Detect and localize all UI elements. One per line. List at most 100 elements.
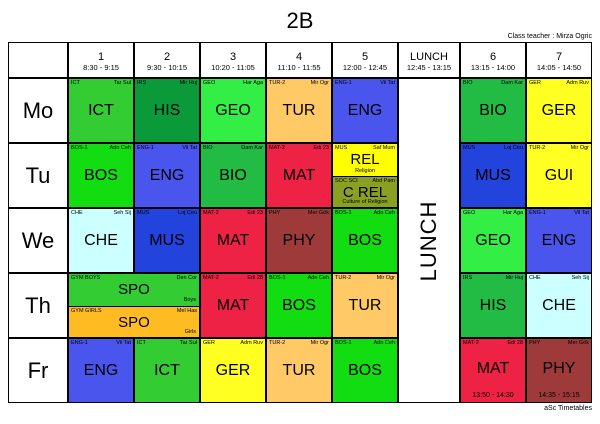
period-number: 5 — [361, 51, 369, 63]
lesson-teacher: Adn Ceh — [373, 210, 395, 216]
period-header: 5 12:00 - 12:45 — [332, 42, 398, 78]
lesson-teacher: Mir Ogr — [310, 80, 329, 86]
period-number: 7 — [555, 51, 563, 63]
header-corner — [8, 42, 68, 78]
lesson-group: BIO — [203, 145, 213, 151]
period-time: 8:30 - 9:15 — [83, 63, 119, 72]
lesson-group: PHY — [269, 210, 281, 216]
day-label: Fr — [8, 338, 68, 403]
lesson-segment: ENG-1 Vil Tat ENG — [69, 339, 133, 402]
day-label: Tu — [8, 143, 68, 208]
lesson-segment: BOS-1 Adn Ceh BOS — [69, 144, 133, 207]
lesson-group: TUR-2 — [335, 275, 352, 281]
lesson-subject: SPO — [118, 281, 150, 299]
lesson-room: Culture of Religion — [342, 199, 388, 205]
lesson-cell: CHE Seh Sij CHE — [68, 208, 134, 273]
lesson-cell: BOS-1 Adn Ceh BOS — [68, 143, 134, 208]
period-header: 6 13:15 - 14:00 — [460, 42, 526, 78]
period-number: 4 — [295, 51, 303, 63]
lesson-teacher: Vil Tat — [574, 210, 589, 216]
lesson-subject: BOS — [282, 296, 316, 314]
lesson-time: 13:50 - 14:30 — [472, 392, 514, 399]
period-number: 6 — [489, 51, 497, 63]
lesson-cell: IRS Mir Huj HIS — [460, 273, 526, 338]
lesson-teacher: Mel Has — [176, 307, 197, 314]
lesson-subject: GEO — [215, 101, 251, 119]
lunch-column: LUNCH — [398, 78, 460, 403]
lesson-group: GER — [203, 340, 215, 346]
lesson-group: BIO — [463, 80, 473, 86]
lesson-cell: MUS Saf Mum REL Religion SOC SCI Abd Pam C REL… — [332, 143, 398, 208]
lesson-cell: ENG-1 Vil Tat ENG — [134, 143, 200, 208]
lesson-group: TUR-2 — [269, 340, 286, 346]
day-label: Th — [8, 273, 68, 338]
lesson-cell: BIO Dam Kar BIO — [200, 143, 266, 208]
lesson-subject: BOS — [84, 166, 118, 184]
lesson-subject: GER — [541, 101, 577, 119]
lesson-cell: GER Adm Ruv GER — [200, 338, 266, 403]
lesson-segment: TUR-2 Mir Ogr GUI — [527, 144, 591, 207]
lesson-subject: BOS — [348, 361, 382, 379]
lesson-segment: MAT-2 Edi 28 MAT 13:50 - 14:30 — [461, 339, 525, 402]
lesson-teacher: Loj Ceu — [178, 210, 197, 216]
lesson-segment: BOS-1 Adn Ceh BOS — [267, 274, 331, 337]
period-header: 7 14:05 - 14:50 — [526, 42, 592, 78]
lesson-teacher: Adn Ceh — [307, 275, 329, 281]
lesson-teacher: Mir Ogr — [570, 145, 589, 151]
period-time: 10:20 - 11:05 — [211, 63, 255, 72]
lesson-group: MUS — [463, 145, 476, 151]
lesson-group: MAT-2 — [463, 340, 479, 346]
lesson-subject: MUS — [149, 231, 185, 249]
lesson-cell: BOS-1 Adn Ceh BOS — [332, 208, 398, 273]
lesson-group: BOS-1 — [335, 210, 352, 216]
lesson-subject: PHY — [542, 359, 576, 377]
lesson-segment: PHY Mer Gök PHY — [267, 209, 331, 272]
lesson-segment: CHE Seh Sij CHE — [527, 274, 591, 337]
lesson-cell: BIO Dam Kar BIO — [460, 78, 526, 143]
lesson-group: ENG-1 — [137, 145, 154, 151]
lesson-subject: MAT — [216, 296, 250, 314]
lesson-teacher: Edi 23 — [247, 210, 263, 216]
lesson-teacher: Den Cor — [176, 275, 197, 281]
lesson-group: ENG-1 — [71, 340, 88, 346]
lesson-group: IRS — [463, 275, 473, 281]
lesson-cell: TUR-2 Mir Ogr GUI — [526, 143, 592, 208]
lesson-group: MAT-2 — [203, 210, 219, 216]
lesson-subject: MAT — [282, 166, 316, 184]
period-time: 14:05 - 14:50 — [536, 63, 582, 72]
lesson-subject: ENG — [541, 231, 577, 249]
class-teacher-label: Class teacher : Mirza Ogric — [507, 33, 592, 40]
lesson-group: GYM BOYS — [71, 275, 101, 281]
lesson-cell: MAT-2 Edi 28 MAT — [200, 273, 266, 338]
lesson-cell: MUS Loj Ceu MUS — [134, 208, 200, 273]
lesson-teacher: Tar Sul — [179, 340, 197, 346]
lesson-cell: BOS-1 Adn Ceh BOS — [266, 273, 332, 338]
lesson-group: GEO — [203, 80, 216, 86]
lesson-cell: TUR-2 Mir Ogr TUR — [266, 78, 332, 143]
lesson-segment: ENG-1 Vil Tat ENG — [527, 209, 591, 272]
lesson-group: BOS-1 — [269, 275, 286, 281]
lesson-cell: MUS Loj Ceu MUS — [460, 143, 526, 208]
lesson-cell: GYM BOYS Den Cor SPO Boys GYM GIRLS Mel Has SP… — [68, 273, 200, 338]
lesson-group: MAT-2 — [203, 275, 219, 281]
lesson-subject: ENG — [347, 101, 383, 119]
lesson-room: Girls — [184, 329, 196, 335]
lesson-cell: TUR-2 Mir Ogr TUR — [332, 273, 398, 338]
lesson-teacher: Edi 23 — [313, 145, 329, 151]
lesson-teacher: Edi 28 — [247, 275, 263, 281]
lesson-cell: ENG-1 Vil Tat ENG — [332, 78, 398, 143]
lesson-subject: MAT — [476, 359, 510, 377]
lesson-segment: BOS-1 Adn Ceh BOS — [333, 209, 397, 272]
lesson-subject: ICT — [154, 361, 180, 379]
lesson-teacher: Loj Ceu — [504, 145, 523, 151]
footer-credit: aSc Timetables — [544, 405, 592, 412]
lesson-segment: MUS Saf Mum REL Religion — [333, 144, 397, 176]
lesson-group: MAT-2 — [269, 145, 285, 151]
lesson-cell: GEO Har Aga GEO — [200, 78, 266, 143]
lesson-subject: ICT — [88, 101, 114, 119]
lesson-group: GER — [529, 80, 541, 86]
lesson-teacher: Abd Pam — [372, 177, 395, 184]
lesson-subject: CHE — [84, 231, 118, 249]
lesson-subject: TUR — [348, 296, 382, 314]
period-header: 2 9:30 - 10:15 — [134, 42, 200, 78]
